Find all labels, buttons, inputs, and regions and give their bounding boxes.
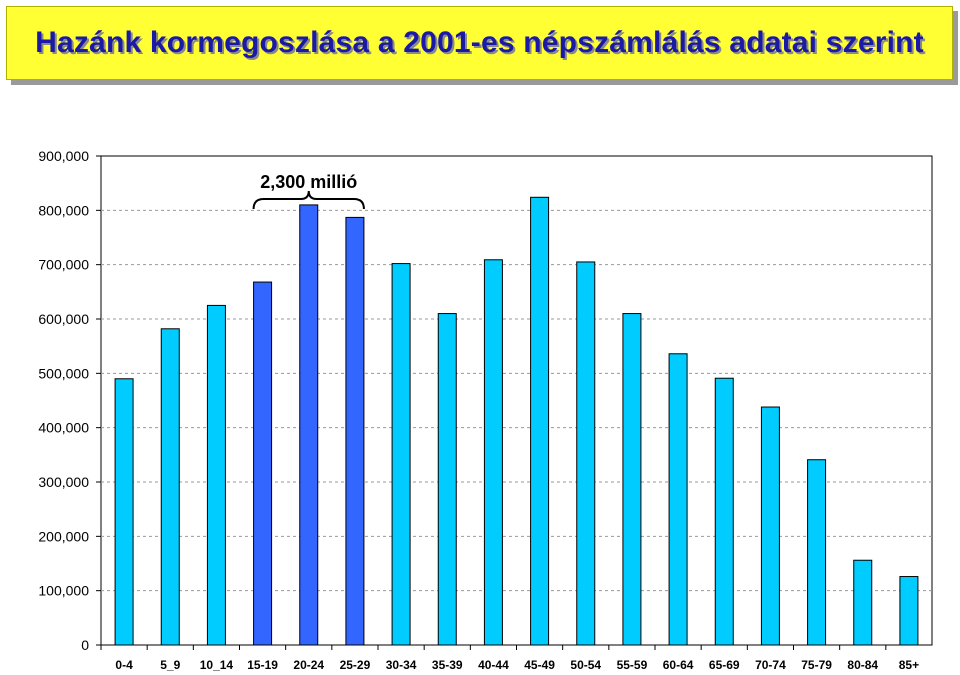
bar-55-59	[622, 313, 642, 646]
bar-75-79	[807, 459, 827, 646]
y-tick-label: 400,000	[38, 420, 89, 436]
x-tick-label: 25-29	[340, 658, 371, 672]
x-tick-label: 85+	[899, 658, 919, 672]
bar-5_9	[160, 328, 180, 646]
x-tick-label: 70-74	[755, 658, 786, 672]
x-tick-label: 65-69	[709, 658, 740, 672]
bar-35-39	[437, 313, 457, 646]
bar-50-54	[576, 261, 596, 646]
y-tick-label: 700,000	[38, 257, 89, 273]
x-tick-label: 35-39	[432, 658, 463, 672]
bar-60-64	[668, 353, 688, 646]
y-tick-label: 800,000	[38, 202, 89, 218]
x-tick-label: 55-59	[617, 658, 648, 672]
x-tick-label: 0-4	[115, 658, 133, 672]
brace-annotation	[252, 190, 365, 210]
y-tick-label: 300,000	[38, 474, 89, 490]
bar-70-74	[760, 406, 780, 646]
bar-30-34	[391, 263, 411, 646]
bar-0-4	[114, 378, 134, 646]
bar-10_14	[206, 304, 226, 646]
annotation-label: 2,300 millió	[260, 172, 357, 192]
x-axis: 0-4 5_9 10_14 15-19 20-24 25-29 30-34 35-39 40-4…	[100, 645, 919, 672]
y-tick-label: 100,000	[38, 583, 89, 599]
y-tick-label: 200,000	[38, 528, 89, 544]
x-tick-label: 40-44	[478, 658, 509, 672]
x-tick-label: 20-24	[293, 658, 324, 672]
x-tick-label: 30-34	[386, 658, 417, 672]
x-tick-label: 45-49	[524, 658, 555, 672]
title-banner: Hazánk kormegoszlása a 2001-es népszámlá…	[6, 6, 953, 80]
chart-title: Hazánk kormegoszlása a 2001-es népszámlá…	[35, 26, 924, 59]
x-tick-label: 50-54	[570, 658, 601, 672]
y-tick-label: 500,000	[38, 365, 89, 381]
x-tick-label: 80-84	[847, 658, 878, 672]
bar-40-44	[483, 259, 503, 646]
bar-25-29	[345, 216, 365, 646]
y-tick-label: 600,000	[38, 311, 89, 327]
x-tick-label: 60-64	[663, 658, 694, 672]
bar-15-19	[253, 281, 273, 646]
bar-20-24	[299, 204, 319, 646]
bar-80-84	[853, 559, 873, 646]
x-tick-label: 75-79	[801, 658, 832, 672]
bar-65-69	[714, 377, 734, 646]
y-tick-label: 900,000	[38, 148, 89, 164]
bar-85+	[899, 576, 919, 646]
x-tick-label: 15-19	[247, 658, 278, 672]
annotation: 2,300 millió	[252, 172, 365, 210]
x-tick-label: 10_14	[200, 658, 234, 672]
y-axis: 0 100,000 200,000 300,000 400,000 500,000 600,…	[38, 148, 101, 653]
bar-45-49	[530, 196, 550, 646]
x-tick-label: 5_9	[160, 658, 180, 672]
y-tick-label: 0	[81, 637, 89, 653]
bars	[114, 196, 919, 646]
